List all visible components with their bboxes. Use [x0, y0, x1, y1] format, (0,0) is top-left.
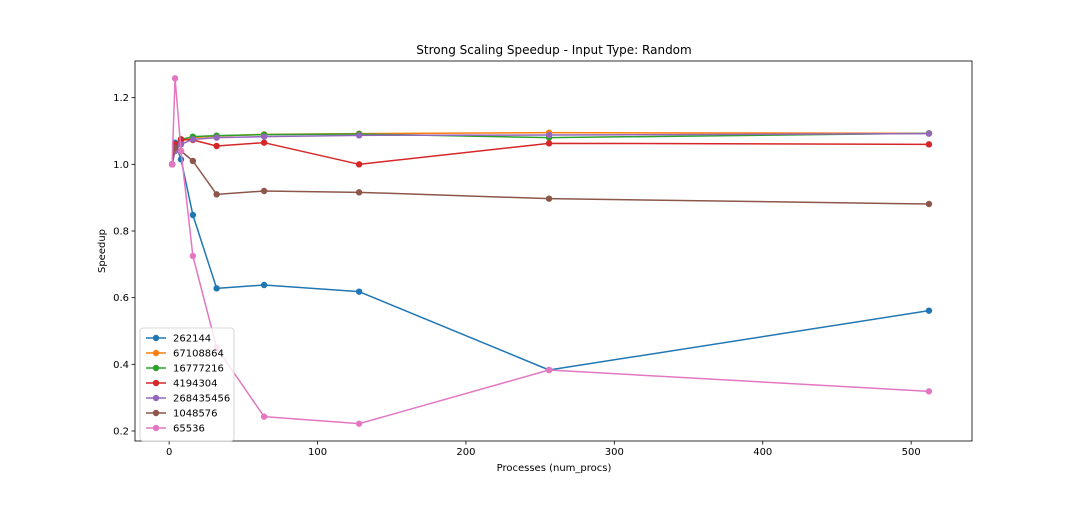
legend-swatch-marker [152, 334, 160, 342]
plot-frame [134, 60, 973, 442]
data-point-4194304 [213, 142, 220, 150]
data-point-1048576 [213, 191, 220, 198]
data-point-65536 [171, 75, 179, 82]
legend-label: 262144 [173, 334, 211, 345]
data-point-268435456 [260, 133, 268, 140]
data-point-268435456 [213, 134, 220, 141]
data-point-262144 [925, 307, 933, 314]
legend-swatch-marker [152, 424, 160, 432]
y-tick-label: 0.6 [113, 293, 129, 304]
legend-swatch-marker [152, 349, 160, 357]
data-point-65536 [260, 413, 268, 420]
y-tick-label: 0.8 [113, 227, 129, 238]
y-axis-label: Speedup [97, 229, 108, 273]
data-point-1048576 [925, 200, 933, 208]
legend-swatch-marker [152, 394, 160, 402]
data-point-4194304 [260, 139, 268, 146]
data-point-65536 [177, 147, 185, 155]
x-tick-label: 400 [753, 447, 772, 458]
data-point-65536 [189, 252, 197, 260]
data-point-4194304 [355, 161, 363, 168]
chart-title: Strong Scaling Speedup - Input Type: Ran… [416, 43, 691, 57]
legend-swatch-marker [152, 379, 160, 387]
data-point-65536 [355, 420, 363, 427]
legend-swatch-marker [152, 409, 160, 417]
x-tick-label: 0 [166, 447, 172, 458]
data-point-1048576 [189, 157, 197, 165]
x-tick-label: 500 [902, 447, 921, 458]
legend-label: 268435456 [173, 394, 230, 405]
x-tick-label: 200 [456, 447, 475, 458]
data-point-65536 [925, 388, 933, 395]
data-point-4194304 [545, 140, 553, 147]
x-tick-label: 300 [605, 447, 624, 458]
x-tick-label: 100 [308, 447, 327, 458]
legend-label: 1048576 [173, 409, 218, 420]
legend-label: 4194304 [173, 379, 218, 390]
data-point-65536 [545, 366, 553, 374]
data-point-268435456 [355, 132, 363, 139]
legend: 262144 67108864 16777216 4194304 268435456 10… [139, 327, 235, 442]
data-point-262144 [355, 288, 363, 295]
y-tick-label: 1.0 [113, 160, 129, 171]
data-point-1048576 [355, 189, 363, 196]
data-point-1048576 [545, 195, 553, 202]
legend-swatch-marker [152, 364, 160, 372]
data-point-1048576 [260, 187, 268, 195]
legend-label: 67108864 [173, 349, 224, 360]
data-point-262144 [189, 211, 197, 219]
data-point-262144 [213, 285, 220, 292]
legend-label: 16777216 [173, 364, 224, 375]
data-point-268435456 [189, 136, 197, 143]
y-tick-label: 0.4 [113, 360, 129, 371]
data-point-65536 [168, 161, 176, 168]
x-axis-label: Processes (num_procs) [497, 463, 612, 474]
legend-label: 65536 [173, 424, 205, 435]
data-point-268435456 [925, 130, 933, 137]
data-point-268435456 [545, 131, 553, 139]
data-point-4194304 [925, 141, 933, 148]
y-tick-label: 1.2 [113, 93, 129, 104]
plot-area: 0 100 200 300 400 500 0.2 0.4 0.6 0.8 1.0 1.2 [113, 60, 973, 458]
y-tick-label: 0.2 [113, 427, 129, 438]
data-point-262144 [260, 281, 268, 289]
